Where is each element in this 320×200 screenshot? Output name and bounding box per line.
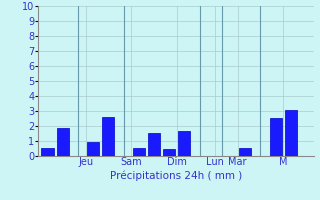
Bar [87,142,99,156]
Bar [178,130,190,156]
Bar [57,128,69,156]
Bar [285,110,297,156]
Bar [148,133,160,156]
Bar [133,148,145,156]
Bar [102,117,115,156]
Bar [42,148,54,156]
Bar [269,118,282,156]
X-axis label: Précipitations 24h ( mm ): Précipitations 24h ( mm ) [110,170,242,181]
Bar [239,148,251,156]
Bar [163,149,175,156]
